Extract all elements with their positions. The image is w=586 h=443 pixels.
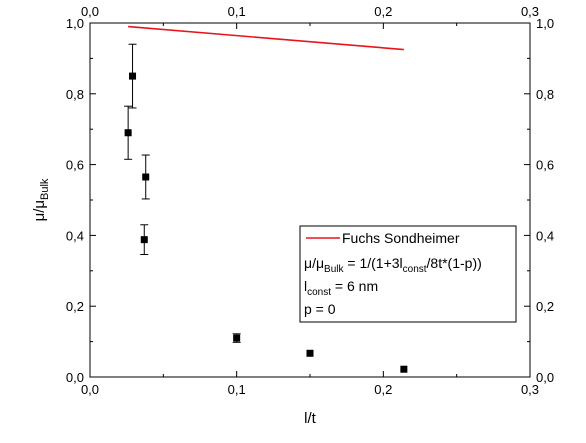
y-tick-label: 0,6 bbox=[66, 158, 84, 173]
data-point bbox=[306, 349, 314, 357]
x-tick-label: 0,1 bbox=[228, 382, 246, 397]
fit-line bbox=[128, 25, 404, 51]
data-point bbox=[140, 236, 148, 244]
x-tick-label-top: 0,0 bbox=[81, 4, 99, 19]
x-tick-label: 0,2 bbox=[374, 382, 392, 397]
y-tick-label: 0,0 bbox=[66, 370, 84, 385]
y-tick-label-right: 0,4 bbox=[536, 228, 554, 243]
y-tick-label-right: 0,6 bbox=[536, 158, 554, 173]
x-tick-label-top: 0,1 bbox=[228, 4, 246, 19]
y-tick-label-right: 0,8 bbox=[536, 87, 554, 102]
x-tick-label: 0,3 bbox=[521, 382, 539, 397]
data-point bbox=[124, 129, 132, 137]
x-tick-label: 0,0 bbox=[81, 382, 99, 397]
y-tick-label: 0,2 bbox=[66, 299, 84, 314]
y-tick-label: 0,4 bbox=[66, 228, 84, 243]
legend-p: p = 0 bbox=[304, 301, 336, 317]
legend-lconst: lconst = 6 nm bbox=[304, 278, 378, 298]
y-tick-label: 0,8 bbox=[66, 87, 84, 102]
y-axis-title: μ/μBulk bbox=[31, 178, 51, 221]
y-tick-label-right: 0,0 bbox=[536, 370, 554, 385]
x-tick-label-top: 0,3 bbox=[521, 4, 539, 19]
legend-entry: Fuchs Sondheimer bbox=[342, 230, 460, 246]
x-axis-title: l/t bbox=[304, 410, 317, 427]
data-point bbox=[233, 334, 241, 342]
data-point bbox=[129, 72, 137, 80]
data-point bbox=[400, 365, 408, 373]
y-tick-label-right: 1,0 bbox=[536, 16, 554, 31]
legend-box bbox=[299, 225, 517, 323]
y-tick-label-right: 0,2 bbox=[536, 299, 554, 314]
data-point bbox=[142, 173, 150, 181]
plot-frame bbox=[89, 22, 531, 378]
x-tick-label-top: 0,2 bbox=[374, 4, 392, 19]
y-tick-label: 1,0 bbox=[66, 16, 84, 31]
legend-formula: μ/μBulk = 1/(1+3lconst/8t*(1-p)) bbox=[304, 255, 482, 275]
